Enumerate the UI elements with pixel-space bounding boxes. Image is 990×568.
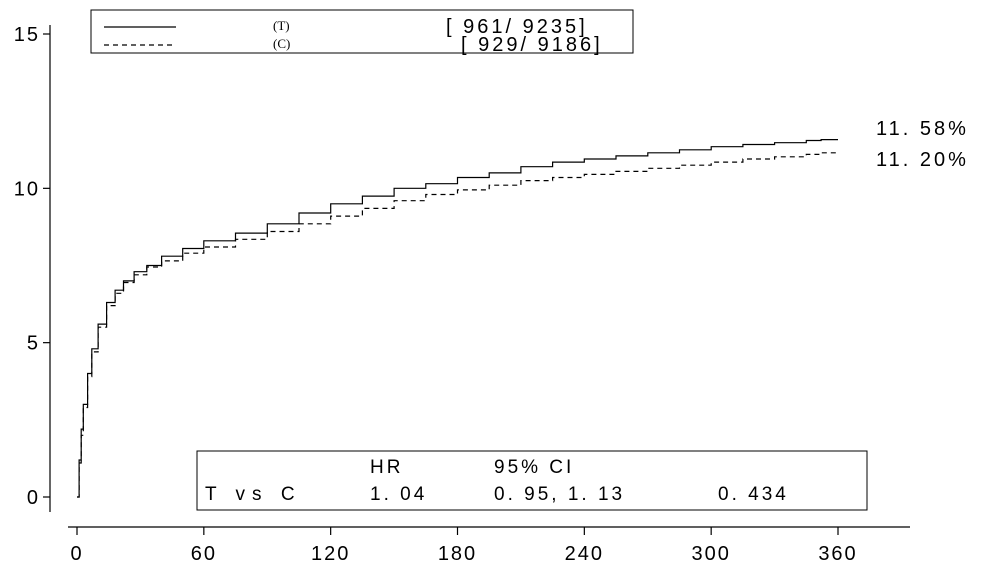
legend-count-t: [ 961/ 9235] xyxy=(446,16,588,38)
y-tick-label: 0 xyxy=(27,487,40,509)
x-ticks: 0 60 120 180 240 300 360 xyxy=(70,527,857,565)
x-tick-label: 360 xyxy=(818,543,857,565)
series-line-c xyxy=(77,151,839,498)
x-tick-label: 120 xyxy=(311,543,350,565)
stats-hr-header: HR xyxy=(370,457,403,478)
x-tick-label: 60 xyxy=(191,543,217,565)
y-tick-label: 15 xyxy=(14,24,40,46)
x-tick-label: 180 xyxy=(438,543,477,565)
stats-p-value: 0. 434 xyxy=(718,484,789,505)
series-t-end-label: 11. 58% xyxy=(876,118,969,140)
legend-code-t: (T) xyxy=(273,18,290,33)
series-lines xyxy=(77,139,839,498)
legend-code-c: (C) xyxy=(273,36,290,51)
x-tick-label: 300 xyxy=(691,543,730,565)
x-tick-label: 240 xyxy=(565,543,604,565)
stats-hr-value: 1. 04 xyxy=(370,484,427,505)
legend-count-c: [ 929/ 9186] xyxy=(461,34,603,56)
stats-box: HR 95% CI T vs C 1. 04 0. 95, 1. 13 0. 4… xyxy=(196,450,868,511)
stats-comparison: T vs C xyxy=(205,484,302,505)
y-ticks: 0 5 10 15 xyxy=(14,24,50,509)
x-tick-label: 0 xyxy=(70,543,83,565)
stats-box-frame xyxy=(196,450,868,511)
legend: (T) (C) [ 961/ 9235] [ 929/ 9186] xyxy=(90,9,634,56)
stats-ci-value: 0. 95, 1. 13 xyxy=(494,484,625,505)
y-tick-label: 10 xyxy=(14,178,40,200)
stats-ci-header: 95% CI xyxy=(494,457,574,478)
legend-box xyxy=(90,9,634,54)
series-c-end-label: 11. 20% xyxy=(876,149,969,171)
y-tick-label: 5 xyxy=(27,333,40,355)
